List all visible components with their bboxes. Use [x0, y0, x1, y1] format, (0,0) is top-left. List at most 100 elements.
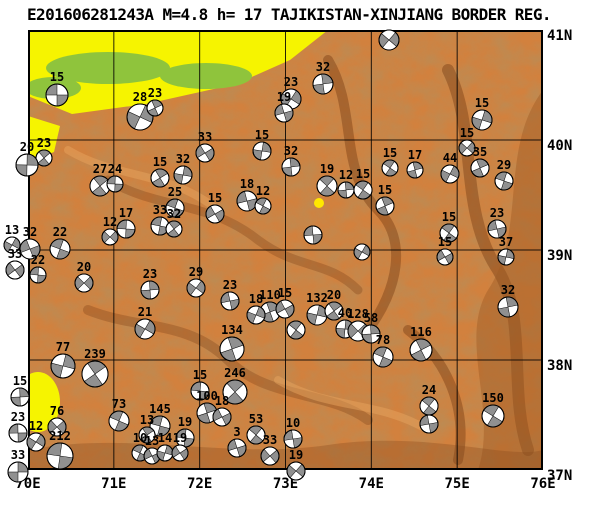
focal-mechanism-beachball: [8, 423, 28, 443]
beachball-depth-label: 100: [196, 389, 218, 403]
focal-mechanism-beachball: [212, 407, 232, 427]
lat-label: 37N: [547, 468, 573, 484]
focal-mechanism-beachball: [324, 301, 344, 321]
beachball-depth-label: 212: [49, 429, 71, 443]
focal-mechanism-beachball: [15, 153, 39, 177]
beachball-depth-label: 23: [10, 410, 26, 424]
focal-mechanism-beachball: [227, 438, 247, 458]
focal-mechanism-beachball: [10, 387, 30, 407]
beachball-depth-label: 73: [111, 397, 127, 411]
focal-mechanism-beachball: [494, 171, 514, 191]
focal-mechanism-beachball: [286, 461, 306, 481]
beachball-depth-label: 19: [172, 431, 188, 445]
beachball-depth-label: 28: [132, 90, 148, 104]
focal-mechanism-beachball: [195, 143, 215, 163]
beachball-depth-label: 15: [474, 96, 490, 110]
focal-mechanism-beachball: [126, 103, 154, 131]
terrain-ridge: [103, 175, 363, 295]
beachball-depth-label: 14: [157, 431, 173, 445]
focal-mechanism-beachball: [171, 444, 189, 462]
beachball-depth-label: 134: [221, 323, 243, 337]
beachball-depth-label: 20: [76, 260, 92, 274]
beachball-depth-label: 12: [28, 419, 44, 433]
focal-mechanism-beachball: [419, 414, 439, 434]
focal-mechanism-beachball: [316, 175, 338, 197]
focal-mechanism-beachball: [409, 338, 433, 362]
focal-mechanism-beachball: [222, 379, 248, 405]
focal-mechanism-beachball: [440, 164, 460, 184]
focal-mechanism-beachball: [3, 236, 21, 254]
focal-mechanism-beachball: [281, 157, 301, 177]
beachball-depth-label: 15: [152, 155, 168, 169]
focal-mechanism-beachball: [470, 158, 490, 178]
beachball-depth-label: 32: [22, 225, 38, 239]
beachball-depth-label: 33: [10, 448, 26, 462]
beachball-depth-label: 29: [188, 265, 204, 279]
beachball-depth-label: 15: [355, 167, 371, 181]
lat-label: 41N: [547, 28, 573, 44]
beachball-depth-label: 20: [326, 288, 342, 302]
focal-mechanism-beachball: [353, 243, 371, 261]
beachball-depth-label: 13: [4, 223, 20, 237]
focal-mechanism-beachball: [108, 410, 130, 432]
lat-label: 39N: [547, 248, 573, 264]
beachball-depth-label: 23: [142, 267, 158, 281]
lon-label: 71E: [101, 476, 127, 492]
beachball-depth-label: 77: [55, 340, 71, 354]
focal-mechanism-beachball: [140, 280, 160, 300]
beachball-depth-label: 15: [207, 191, 223, 205]
focal-mechanism-beachball: [252, 141, 272, 161]
terrain-dark-east: [476, 93, 541, 468]
beachball-depth-label: 17: [118, 206, 134, 220]
focal-mechanism-beachball: [487, 219, 507, 239]
focal-mechanism-beachball: [49, 238, 71, 260]
beachball-depth-label: 23: [489, 206, 505, 220]
focal-mechanism-beachball: [497, 248, 515, 266]
beachball-depth-label: 33: [152, 203, 168, 217]
focal-mechanism-beachball: [219, 336, 245, 362]
focal-mechanism-beachball: [481, 404, 505, 428]
beachball-depth-label: 12: [255, 184, 271, 198]
beachball-depth-label: 12: [338, 168, 354, 182]
focal-mechanism-beachball: [29, 266, 47, 284]
beachball-depth-label: 145: [149, 402, 171, 416]
beachball-depth-label: 12: [102, 215, 118, 229]
beachball-depth-label: 44: [442, 151, 458, 165]
focal-mechanism-beachball: [45, 83, 69, 107]
focal-mechanism-beachball: [381, 159, 399, 177]
beachball-depth-label: 3: [233, 425, 241, 439]
beachball-depth-label: 33: [7, 247, 23, 261]
focal-mechanism-beachball: [312, 73, 334, 95]
beachball-depth-label: 76: [49, 404, 65, 418]
beachball-depth-label: 13: [139, 413, 155, 427]
beachball-depth-label: 37: [498, 235, 514, 249]
lowland-yellow-southwest: [30, 372, 60, 432]
focal-mechanism-beachball: [246, 305, 266, 325]
focal-mechanism-beachball: [146, 99, 164, 117]
focal-mechanism-beachball: [378, 29, 400, 51]
focal-mechanism-beachball: [165, 198, 185, 218]
lon-label: 74E: [358, 476, 384, 492]
focal-mechanism-beachball: [173, 165, 193, 185]
focal-mechanism-beachball: [372, 346, 394, 368]
beachball-depth-label: 18: [239, 177, 255, 191]
beachball-depth-label: 132: [306, 291, 328, 305]
focal-mechanism-beachball: [47, 417, 67, 437]
terrain-highlight: [274, 376, 432, 434]
focal-mechanism-beachball: [220, 291, 240, 311]
beachball-depth-label: 15: [377, 183, 393, 197]
focal-mechanism-beachball: [439, 223, 459, 243]
focal-mechanism-beachball: [375, 196, 395, 216]
focal-mechanism-beachball: [406, 161, 424, 179]
beachball-depth-label: 24: [107, 162, 123, 176]
beachball-depth-label: 29: [496, 158, 512, 172]
beachball-depth-label: 19: [288, 448, 304, 462]
focal-mechanism-beachball: [89, 175, 111, 197]
beachball-depth-label: 15: [437, 235, 453, 249]
focal-mechanism-beachball: [46, 442, 74, 470]
lat-label: 38N: [547, 358, 573, 374]
beachball-depth-label: 18: [214, 394, 230, 408]
focal-mechanism-beachball: [236, 190, 258, 212]
beachball-depth-label: 15: [441, 210, 457, 224]
focal-mechanism-beachball: [165, 220, 183, 238]
